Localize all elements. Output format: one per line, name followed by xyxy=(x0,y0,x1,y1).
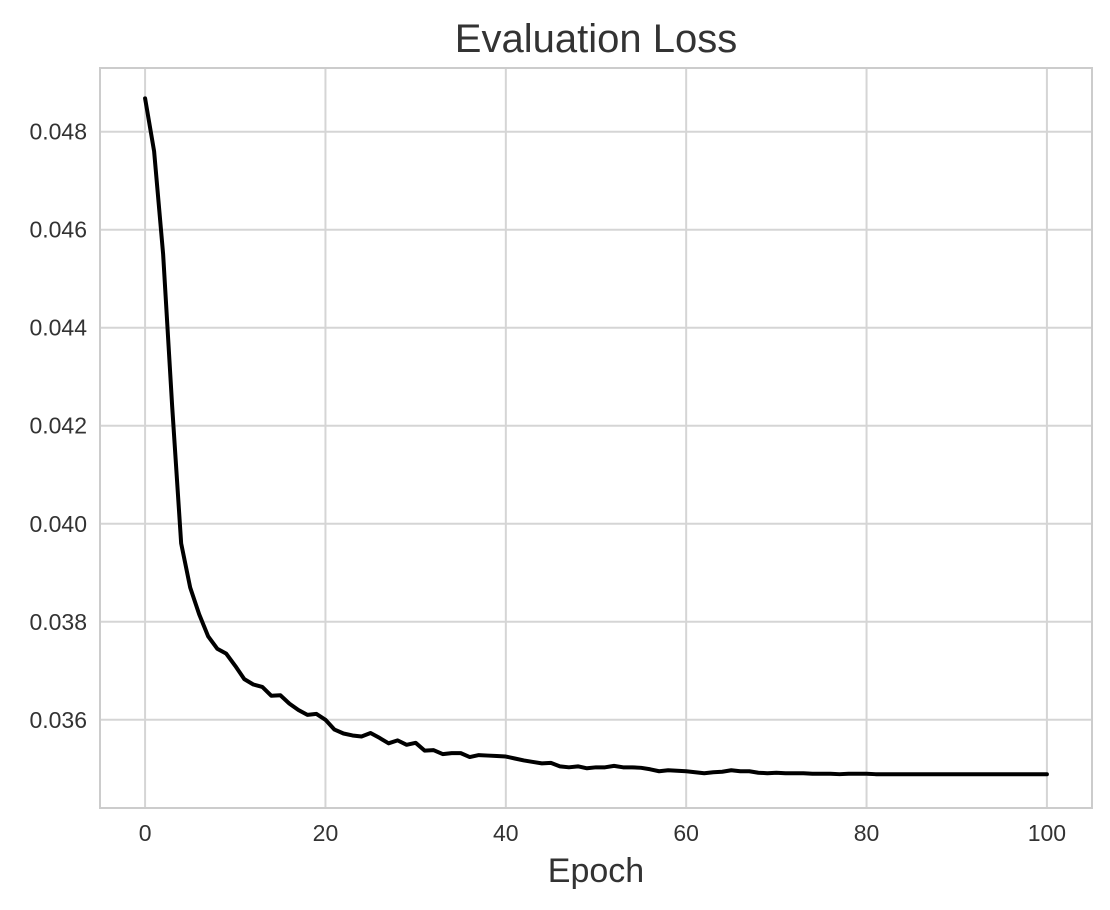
chart-title: Evaluation Loss xyxy=(455,17,737,61)
x-tick-label: 20 xyxy=(313,820,339,846)
x-axis-title: Epoch xyxy=(548,852,644,890)
y-tick-label: 0.042 xyxy=(29,413,87,439)
x-tick-label: 60 xyxy=(673,820,699,846)
x-tick-label: 0 xyxy=(139,820,152,846)
x-tick-label: 40 xyxy=(493,820,519,846)
y-tick-label: 0.046 xyxy=(29,217,87,243)
y-tick-label: 0.040 xyxy=(29,511,87,537)
plot-frame xyxy=(99,67,1093,809)
y-tick-label: 0.036 xyxy=(29,707,87,733)
x-tick-label: 100 xyxy=(1028,820,1066,846)
y-tick-labels: 0.036 0.038 0.040 0.042 0.044 0.046 0.048 xyxy=(29,119,87,733)
x-tick-label: 80 xyxy=(854,820,880,846)
y-tick-label: 0.044 xyxy=(29,315,87,341)
y-tick-label: 0.048 xyxy=(29,119,87,145)
series-line xyxy=(143,96,1049,777)
series-layer xyxy=(143,96,1049,777)
grid-lines xyxy=(100,68,1092,808)
x-tick-labels: 0 20 40 60 80 100 xyxy=(139,820,1066,846)
y-tick-label: 0.038 xyxy=(29,609,87,635)
